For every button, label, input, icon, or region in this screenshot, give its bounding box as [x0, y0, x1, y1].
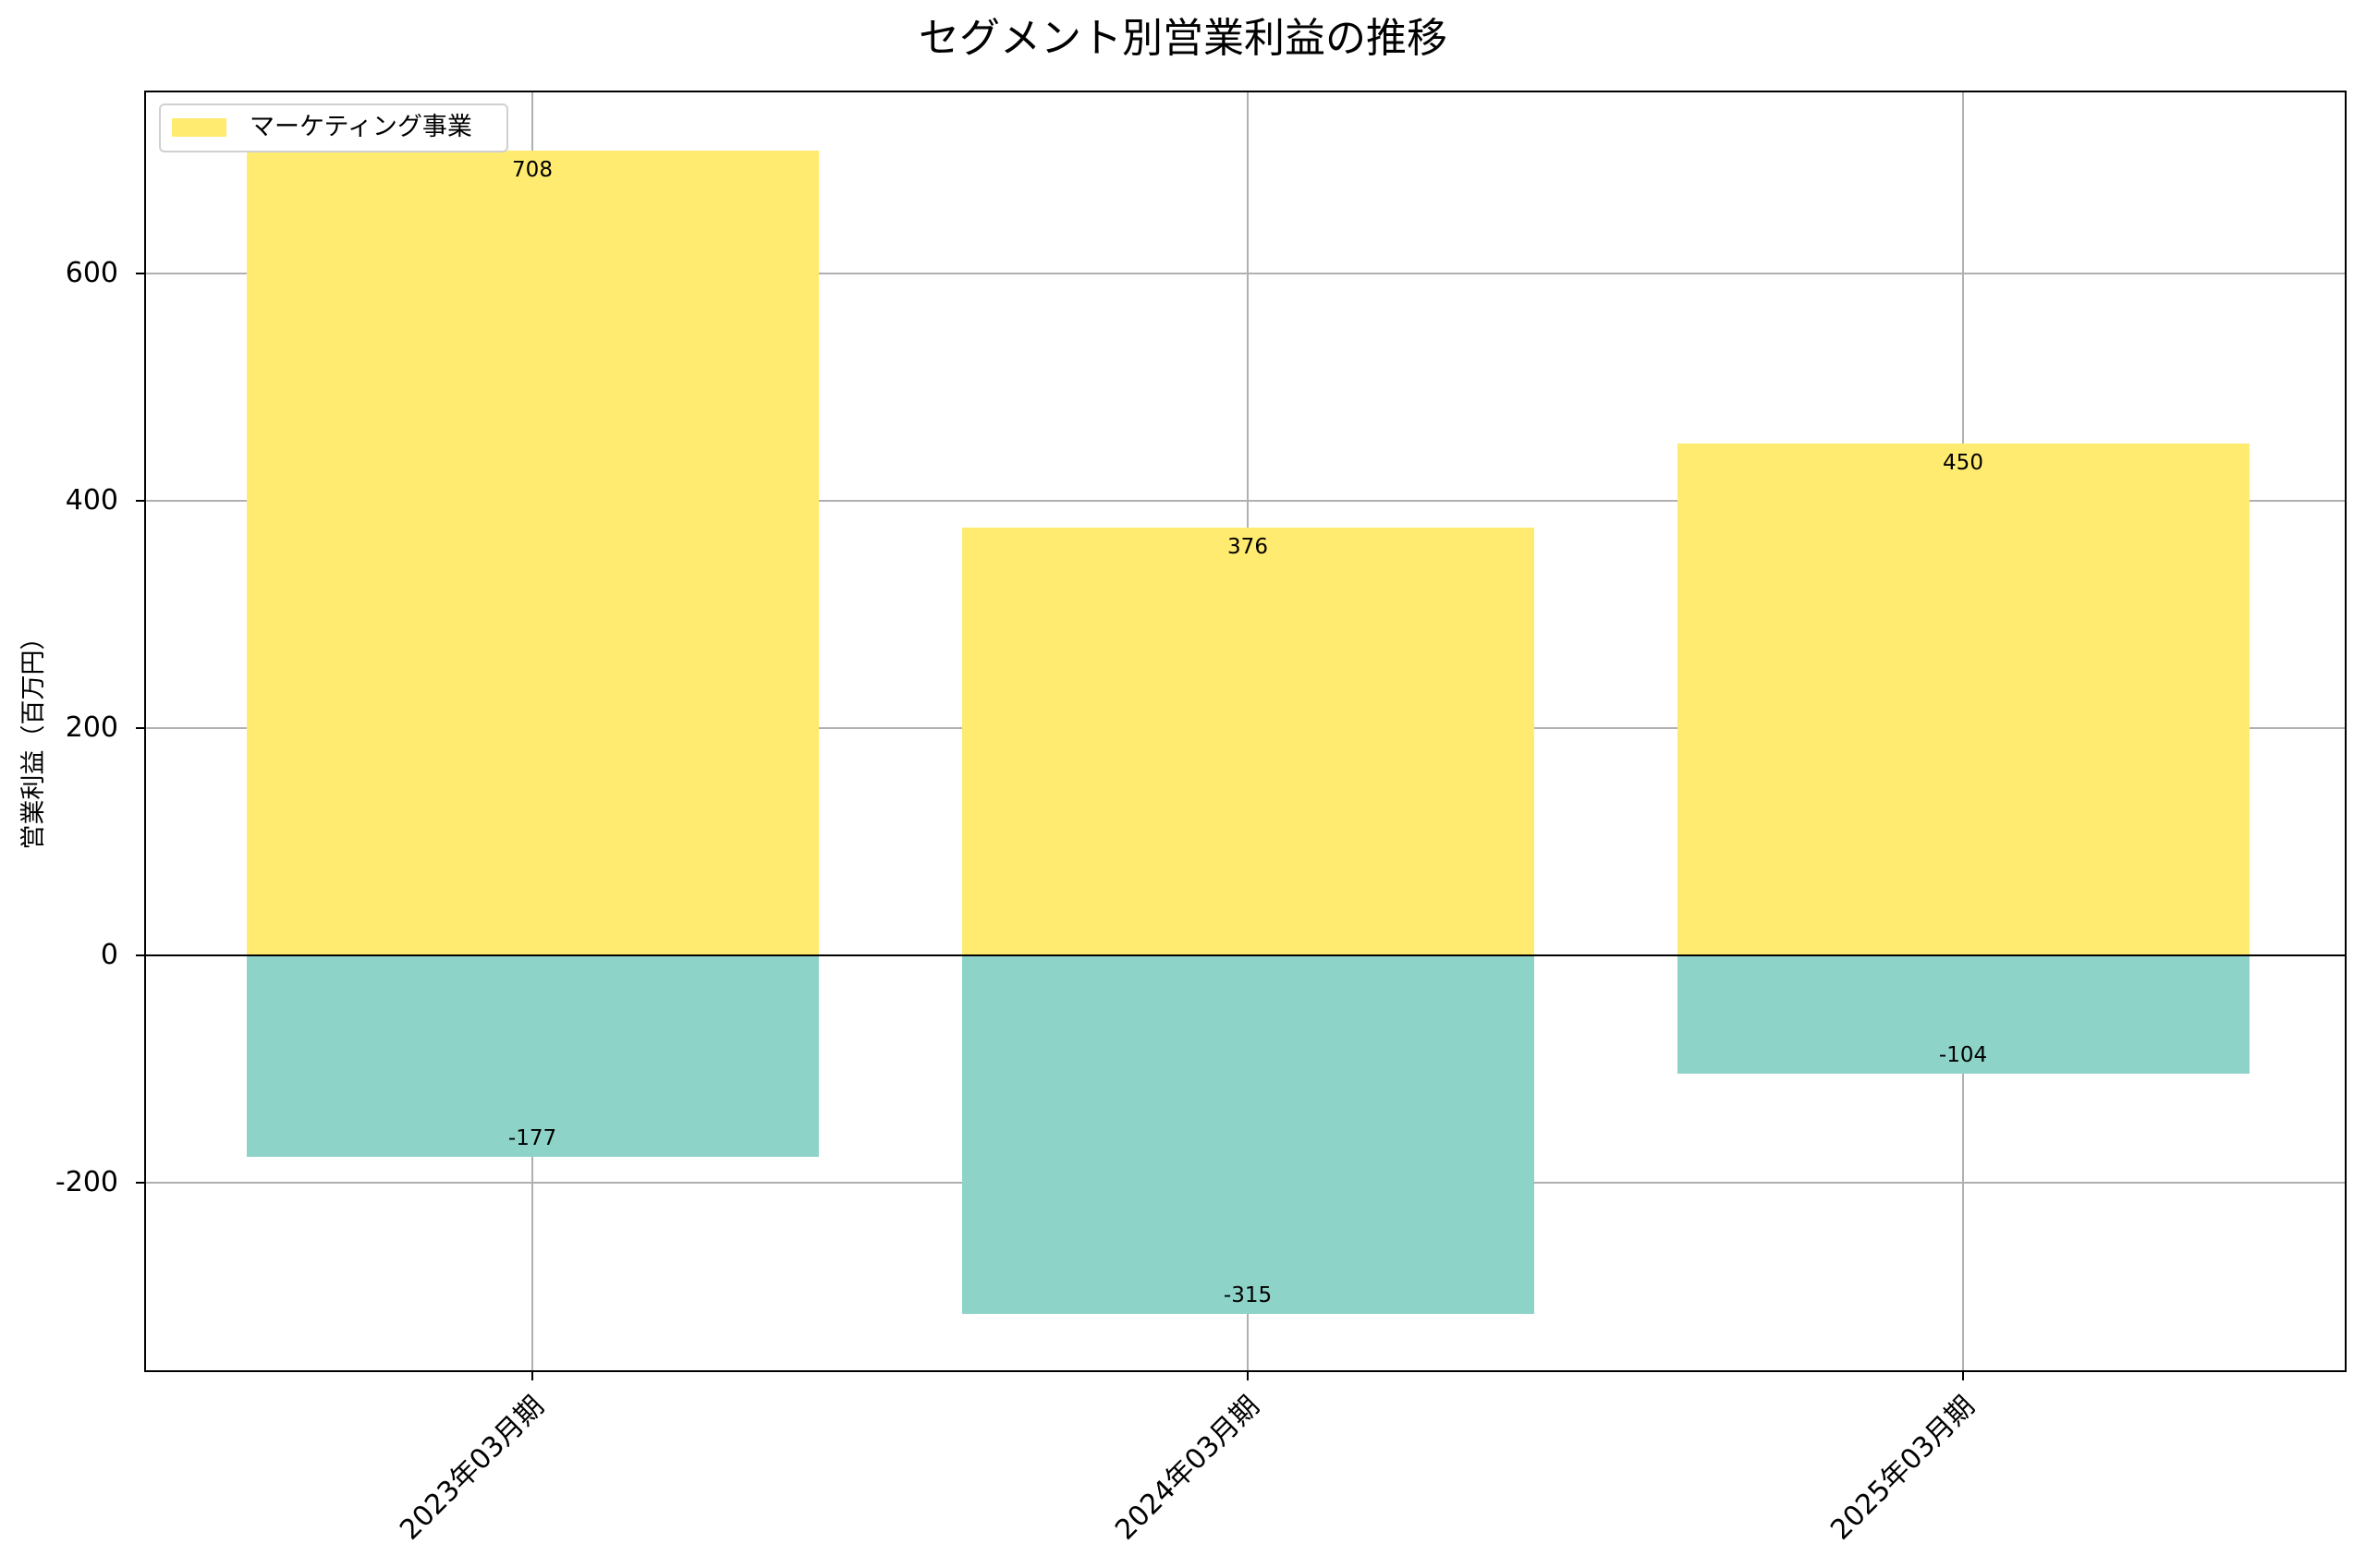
y-axis-title: 営業利益（百万円） — [19, 625, 48, 850]
chart-title: セグメント別営業利益の推移 — [919, 15, 1447, 62]
gridline-y — [146, 272, 2345, 274]
y-tick-mark — [136, 954, 146, 957]
legend-label-marketing: マーケティング事業 — [250, 113, 472, 141]
bar — [246, 955, 819, 1157]
x-tick-mark — [531, 1370, 533, 1380]
plot-area: 708 376 450 -177 -315 -104 -200 0 200 400 600 202… — [55, 91, 2347, 1547]
bar-value-label: -104 — [1938, 1043, 1988, 1068]
y-tick-mark — [136, 1182, 146, 1185]
y-tick-label: 0 — [100, 939, 118, 972]
x-tick-mark — [1962, 1370, 1964, 1380]
y-tick-mark — [136, 726, 146, 729]
y-tick-mark — [136, 272, 146, 274]
bar — [246, 150, 819, 956]
legend-swatch-marketing — [172, 118, 226, 137]
y-tick-label: 600 — [65, 256, 118, 289]
y-tick-label: 400 — [65, 483, 118, 517]
bar-value-label: 376 — [1227, 535, 1268, 560]
bar-value-label: 708 — [512, 157, 553, 182]
gridline-y — [146, 499, 2345, 502]
x-tick-label: 2024年03月期 — [1109, 1390, 1266, 1547]
y-tick-label: 200 — [65, 711, 118, 744]
bar-value-label: -315 — [1223, 1282, 1273, 1307]
bar — [1677, 955, 2250, 1075]
x-tick-label: 2025年03月期 — [1824, 1390, 1982, 1547]
legend: マーケティング事業 — [159, 103, 508, 152]
bar-value-label: -177 — [507, 1125, 557, 1150]
bar — [961, 955, 1534, 1314]
bar-value-label: 450 — [1943, 451, 1983, 476]
y-tick-label: -200 — [55, 1166, 118, 1199]
y-tick-mark — [136, 499, 146, 502]
x-tick-label: 2023年03月期 — [394, 1390, 551, 1547]
x-tick-mark — [1247, 1370, 1249, 1380]
bar — [1677, 444, 2250, 956]
bar — [961, 528, 1534, 956]
zero-baseline — [146, 954, 2345, 957]
